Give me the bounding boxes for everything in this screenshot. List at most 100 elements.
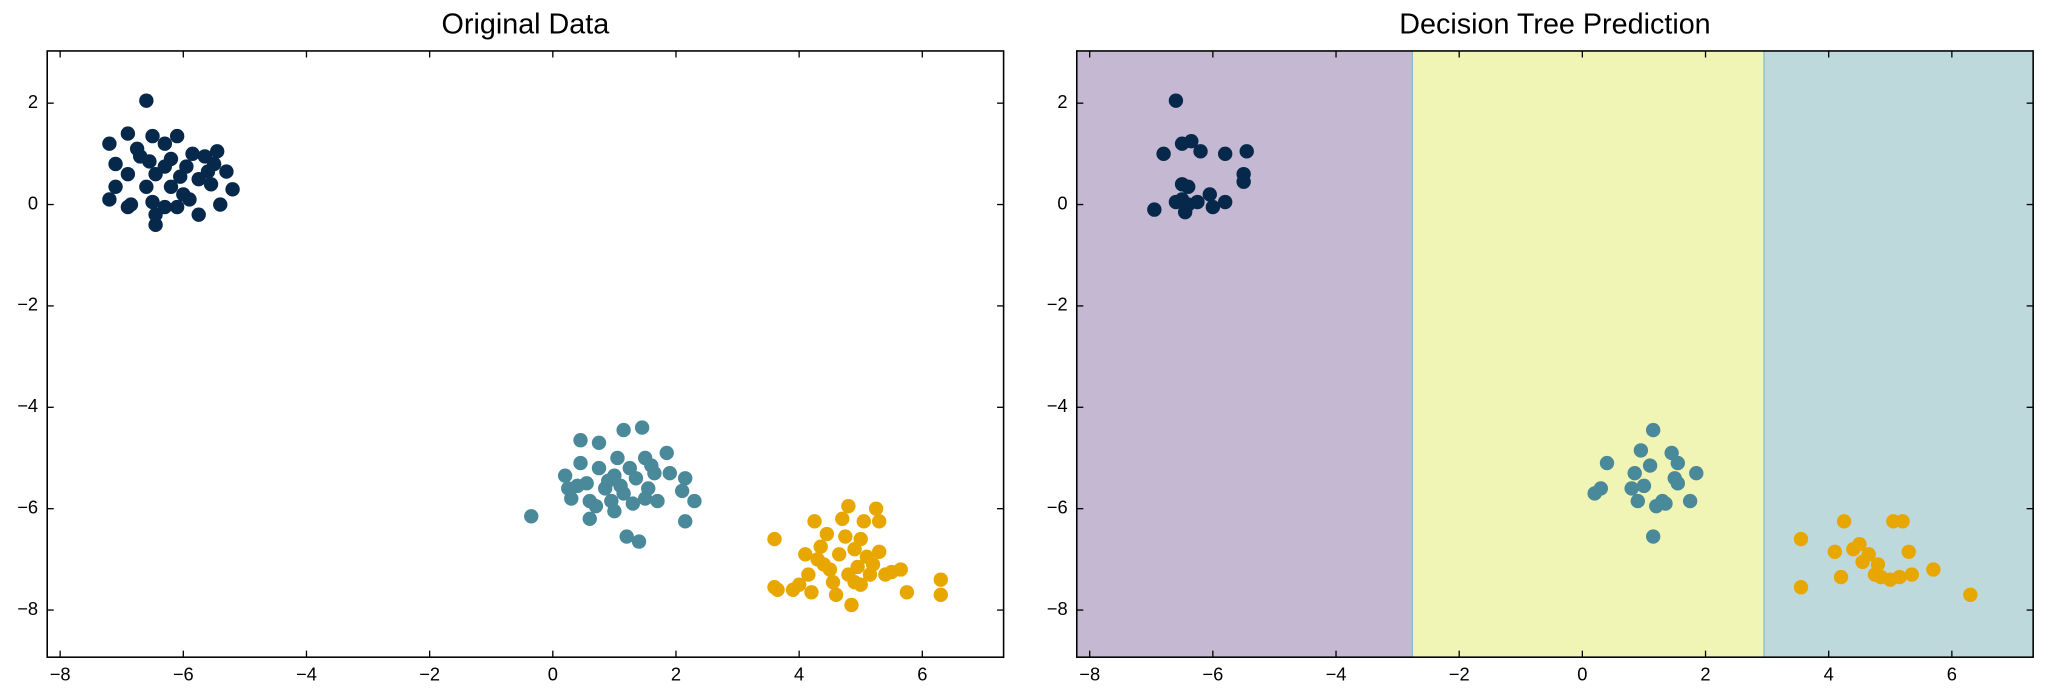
point (850, 559, 865, 575)
point (1926, 562, 1941, 577)
point (142, 154, 157, 169)
point (176, 187, 191, 202)
point (148, 207, 163, 222)
point (219, 164, 234, 179)
point (1168, 93, 1184, 108)
decision-region (1076, 50, 1413, 658)
x-tick-label: −2 (1449, 663, 1470, 684)
x-tick-label: −2 (419, 663, 440, 684)
point (157, 159, 173, 174)
point (933, 572, 948, 587)
point (813, 539, 828, 554)
y-tick-label: 0 (1057, 192, 1067, 213)
point (191, 172, 206, 187)
point (637, 491, 653, 506)
point (129, 141, 145, 156)
point (108, 179, 123, 194)
point (1793, 580, 1809, 595)
point (1892, 569, 1907, 585)
point (831, 547, 847, 562)
point (801, 567, 816, 582)
point (619, 529, 634, 544)
y-tick-label: −8 (17, 598, 38, 619)
point (1624, 481, 1639, 496)
point (157, 136, 173, 151)
y-tick-label: −6 (1047, 497, 1068, 518)
point (631, 534, 647, 549)
plot-frame (1075, 50, 2034, 658)
point (1793, 531, 1809, 547)
point (872, 544, 887, 559)
point (678, 471, 693, 486)
point (868, 501, 884, 516)
point (1205, 199, 1221, 215)
point (601, 473, 616, 488)
x-tick-label: 0 (548, 663, 558, 684)
point (1658, 496, 1673, 511)
x-tick-label: −6 (173, 663, 194, 684)
point (1836, 514, 1852, 529)
point (573, 433, 588, 448)
point (798, 547, 813, 562)
point (616, 422, 631, 438)
x-tick-label: −4 (296, 663, 317, 684)
point (1184, 133, 1199, 149)
point (591, 460, 607, 476)
point (1670, 455, 1686, 471)
point (872, 514, 887, 529)
point (108, 156, 123, 172)
point (591, 435, 607, 450)
x-tick-label: 4 (794, 663, 804, 684)
point (1593, 481, 1609, 496)
point (169, 199, 185, 215)
y-tick-label: −4 (1047, 395, 1068, 416)
point (1833, 569, 1849, 585)
point (613, 478, 628, 494)
x-tick-label: 2 (671, 663, 681, 684)
point (865, 557, 881, 572)
point (856, 514, 871, 529)
point (610, 450, 625, 466)
point (1181, 197, 1196, 212)
decision-region (1412, 50, 1765, 658)
point (145, 194, 160, 210)
x-tick-label: −8 (1079, 663, 1100, 684)
point (835, 511, 850, 526)
point (191, 207, 206, 222)
point (847, 574, 862, 590)
point (810, 552, 825, 567)
x-tick-label: −6 (1202, 663, 1223, 684)
x-tick-label: 6 (1947, 663, 1957, 684)
point (841, 498, 856, 514)
chart-title: Decision Tree Prediction (1399, 9, 1710, 41)
y-tick-label: −2 (17, 294, 38, 315)
point (588, 498, 604, 514)
point (1895, 514, 1910, 529)
point (1599, 455, 1615, 471)
point (1202, 187, 1217, 202)
y-tick-label: 2 (28, 91, 38, 112)
x-tick-label: 2 (1700, 663, 1710, 684)
point (1633, 443, 1649, 458)
point (1852, 536, 1867, 552)
point (1147, 202, 1162, 217)
point (102, 136, 117, 151)
point (804, 585, 819, 600)
point (678, 514, 693, 529)
point (662, 466, 677, 481)
point (1645, 422, 1661, 438)
point (145, 128, 160, 144)
point (644, 458, 659, 473)
point (1239, 144, 1254, 159)
point (674, 483, 690, 499)
point (819, 526, 835, 542)
x-tick-label: 4 (1824, 663, 1834, 684)
point (1156, 146, 1171, 162)
point (625, 496, 641, 511)
point (1827, 544, 1843, 559)
point (770, 582, 785, 597)
point (822, 562, 838, 577)
point (1682, 493, 1698, 509)
point (634, 420, 650, 435)
